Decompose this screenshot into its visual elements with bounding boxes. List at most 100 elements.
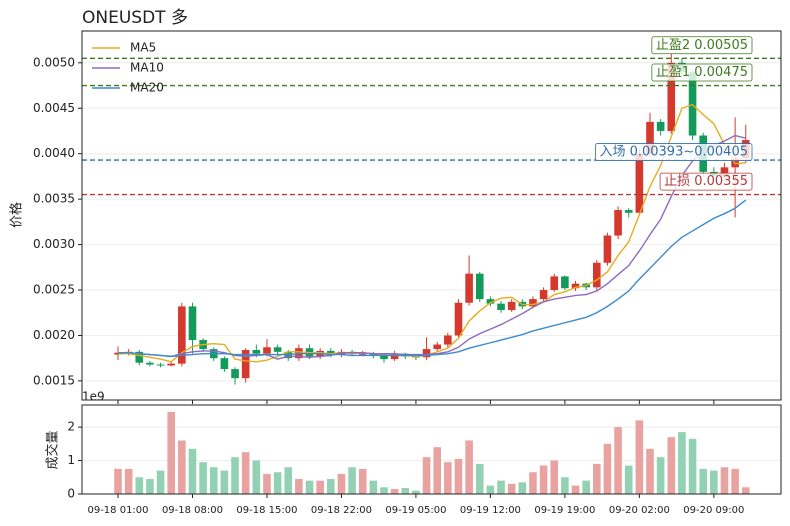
candle-body [465, 273, 473, 303]
volume-bar [146, 478, 154, 494]
volume-bar [593, 463, 601, 494]
legend-label: MA5 [130, 41, 156, 55]
x-tick-label: 09-19 19:00 [534, 505, 595, 516]
volume-bar [135, 477, 144, 494]
y-tick-label: 0.0045 [33, 101, 75, 115]
candle-body [550, 276, 559, 291]
candle-body [497, 303, 505, 311]
volume-bar [465, 440, 473, 494]
volume-bar [433, 447, 441, 494]
x-tick-label: 09-20 02:00 [609, 505, 670, 516]
candle-body [135, 351, 144, 363]
y-tick-label: 1 [67, 453, 75, 467]
x-tick-label: 09-19 12:00 [460, 505, 521, 516]
volume-bar [507, 483, 516, 494]
volume-bar [720, 467, 729, 494]
candle-body [454, 302, 463, 336]
level-label: 入场 0.00393~0.00405 [599, 145, 748, 160]
volume-bar [678, 432, 686, 494]
x-tick-label: 09-19 05:00 [385, 505, 446, 516]
volume-bar [412, 490, 420, 494]
volume-bar [327, 478, 335, 494]
volume-bar [710, 470, 718, 494]
ma-line [118, 134, 746, 360]
candle-body [486, 299, 495, 304]
level-label-box [595, 143, 753, 161]
volume-bar [539, 465, 548, 494]
candle-body [167, 363, 175, 366]
candle-body [220, 358, 229, 370]
y-tick-label: 0.0020 [33, 328, 75, 342]
volume-bar [156, 470, 165, 494]
level-label-box [651, 63, 753, 82]
chart-title: ONEUSDT 多 [82, 8, 188, 28]
candle-body [433, 344, 441, 350]
candle-body [146, 362, 154, 365]
volume-bar [529, 472, 537, 494]
volume-bar [603, 443, 612, 494]
candle-body [327, 350, 335, 355]
volume-bar [220, 470, 229, 494]
plot-frame [81, 404, 782, 495]
volume-bar [475, 463, 484, 494]
volume-bar [263, 473, 271, 494]
volume-bar [401, 487, 410, 494]
volume-bar [486, 485, 495, 494]
volume-bar [444, 462, 452, 494]
volume-bar [571, 485, 580, 494]
volume-bar [380, 487, 388, 494]
candle-body [614, 210, 622, 236]
legend-label: MA20 [130, 81, 164, 95]
level-label: 止损 0.00355 [664, 174, 748, 189]
volume-bar [624, 465, 633, 494]
y-tick-label: 0.0025 [33, 283, 75, 297]
volume-bar [561, 477, 569, 494]
x-tick-label: 09-18 15:00 [236, 505, 297, 516]
volume-bar [688, 438, 697, 494]
candle-body [593, 262, 601, 288]
candle-body [720, 167, 729, 177]
candle-body [539, 290, 548, 300]
candle-body [178, 306, 186, 364]
candle-body [656, 121, 665, 131]
y-tick-label: 0.0035 [33, 192, 75, 206]
volume-bar [231, 457, 239, 494]
candle-body [561, 276, 569, 289]
volume-bar [656, 457, 665, 494]
volume-bar [316, 480, 324, 494]
volume-bar [273, 472, 282, 494]
y-tick-label: 2 [67, 420, 75, 434]
level-label-box [651, 36, 753, 55]
volume-bar [348, 467, 356, 494]
candle-body [635, 153, 644, 213]
candle-body [529, 299, 537, 307]
y-tick-label: 0 [67, 487, 75, 501]
candle-body [646, 121, 654, 154]
level-label: 止盈2 0.00505 [656, 38, 748, 53]
candle-body [188, 306, 197, 341]
volume-bar [284, 467, 293, 494]
candle-body [380, 355, 388, 360]
level-label: 止盈1 0.00475 [656, 65, 748, 80]
volume-bar [518, 482, 527, 494]
candle-body [241, 350, 250, 379]
candle-body [507, 301, 516, 311]
candle-body [624, 210, 633, 213]
y-tick-label: 0.0030 [33, 237, 75, 251]
candle-body [571, 283, 580, 289]
volume-bar [497, 480, 505, 494]
volume-bar [699, 468, 707, 494]
volume-bar [390, 488, 399, 494]
volume-bar [635, 420, 644, 494]
scale-label: 1e9 [82, 390, 105, 404]
x-tick-label: 09-20 09:00 [683, 505, 744, 516]
x-tick-label: 09-18 01:00 [87, 505, 148, 516]
volume-bar [614, 427, 622, 494]
volume-bar [337, 473, 346, 494]
y-tick-label: 0.0040 [33, 146, 75, 160]
y-tick-label: 0.0015 [33, 373, 75, 387]
volume-bar [241, 452, 250, 494]
volume-bar [369, 480, 378, 494]
